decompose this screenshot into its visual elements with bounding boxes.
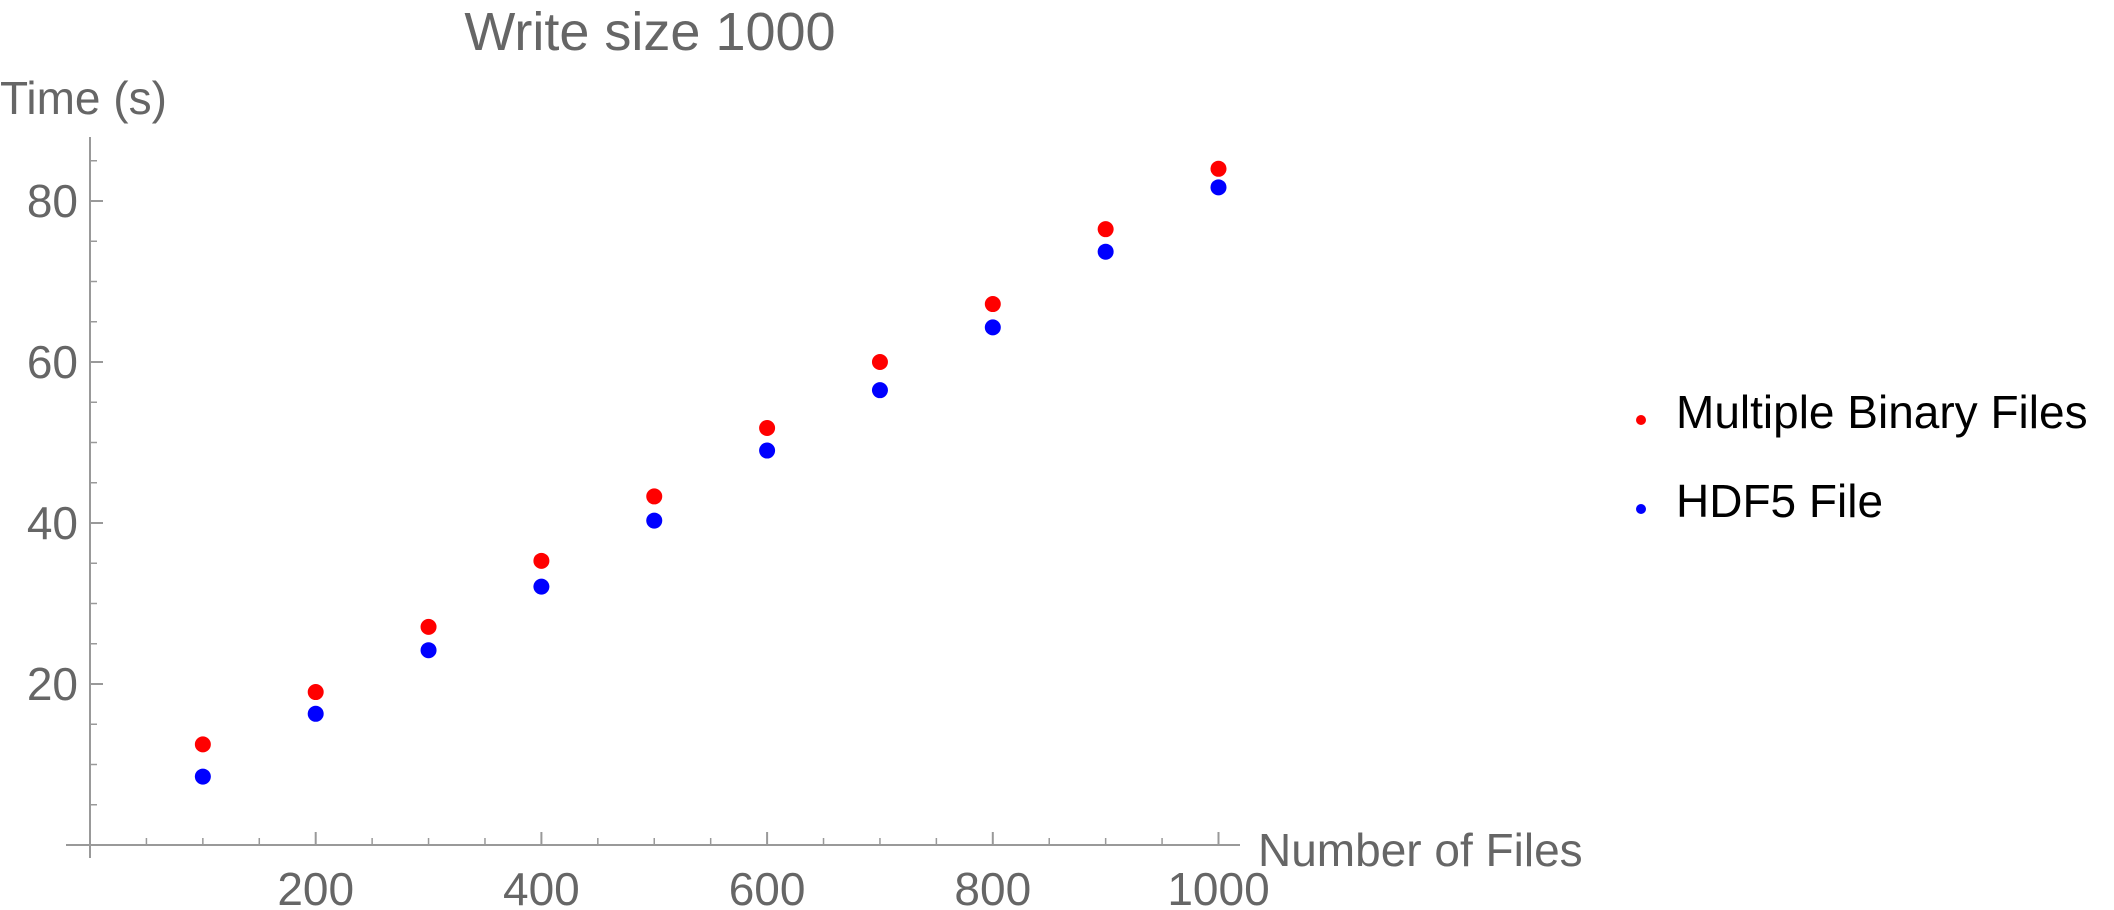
x-axis-label: Number of Files bbox=[1258, 824, 1583, 876]
data-point-multiple-binary-files bbox=[984, 296, 1001, 313]
data-point-hdf5-file bbox=[533, 578, 550, 595]
data-point-multiple-binary-files bbox=[1097, 221, 1114, 238]
y-tick-label: 60 bbox=[27, 336, 78, 388]
x-tick-label: 800 bbox=[954, 863, 1031, 910]
x-tick-label: 200 bbox=[277, 863, 354, 910]
data-point-hdf5-file bbox=[646, 512, 663, 529]
x-tick-label: 400 bbox=[503, 863, 580, 910]
legend-marker bbox=[1636, 415, 1646, 425]
data-point-multiple-binary-files bbox=[646, 488, 663, 505]
y-tick-label: 80 bbox=[27, 175, 78, 227]
data-point-multiple-binary-files bbox=[194, 736, 211, 753]
data-point-multiple-binary-files bbox=[871, 354, 888, 370]
data-point-multiple-binary-files bbox=[533, 552, 550, 569]
data-point-hdf5-file bbox=[1097, 243, 1114, 260]
axes bbox=[66, 137, 1240, 858]
chart-title: Write size 1000 bbox=[464, 2, 835, 62]
y-axis-label: Time (s) bbox=[0, 72, 167, 124]
ticks: 200 400 600 800 1000 20 40 60 80 bbox=[27, 160, 1270, 910]
y-tick-label: 20 bbox=[27, 658, 78, 710]
legend-marker bbox=[1636, 504, 1646, 514]
data-point-hdf5-file bbox=[759, 442, 776, 459]
data-point-multiple-binary-files bbox=[1210, 160, 1227, 177]
y-tick-label: 40 bbox=[27, 497, 78, 549]
data-point-hdf5-file bbox=[984, 319, 1001, 336]
data-point-hdf5-file bbox=[871, 382, 888, 399]
data-point-hdf5-file bbox=[307, 705, 324, 722]
data-points bbox=[194, 160, 1227, 785]
data-point-multiple-binary-files bbox=[420, 618, 437, 635]
data-point-hdf5-file bbox=[1210, 179, 1227, 196]
data-point-multiple-binary-files bbox=[759, 420, 776, 437]
legend-label: HDF5 File bbox=[1676, 475, 1883, 527]
x-tick-label: 1000 bbox=[1167, 863, 1269, 910]
legend-label: Multiple Binary Files bbox=[1676, 386, 2088, 438]
data-point-hdf5-file bbox=[420, 642, 437, 659]
data-point-hdf5-file bbox=[194, 768, 211, 785]
x-tick-label: 600 bbox=[729, 863, 806, 910]
data-point-multiple-binary-files bbox=[307, 684, 324, 701]
legend: Multiple Binary Files HDF5 File bbox=[1636, 386, 2088, 527]
